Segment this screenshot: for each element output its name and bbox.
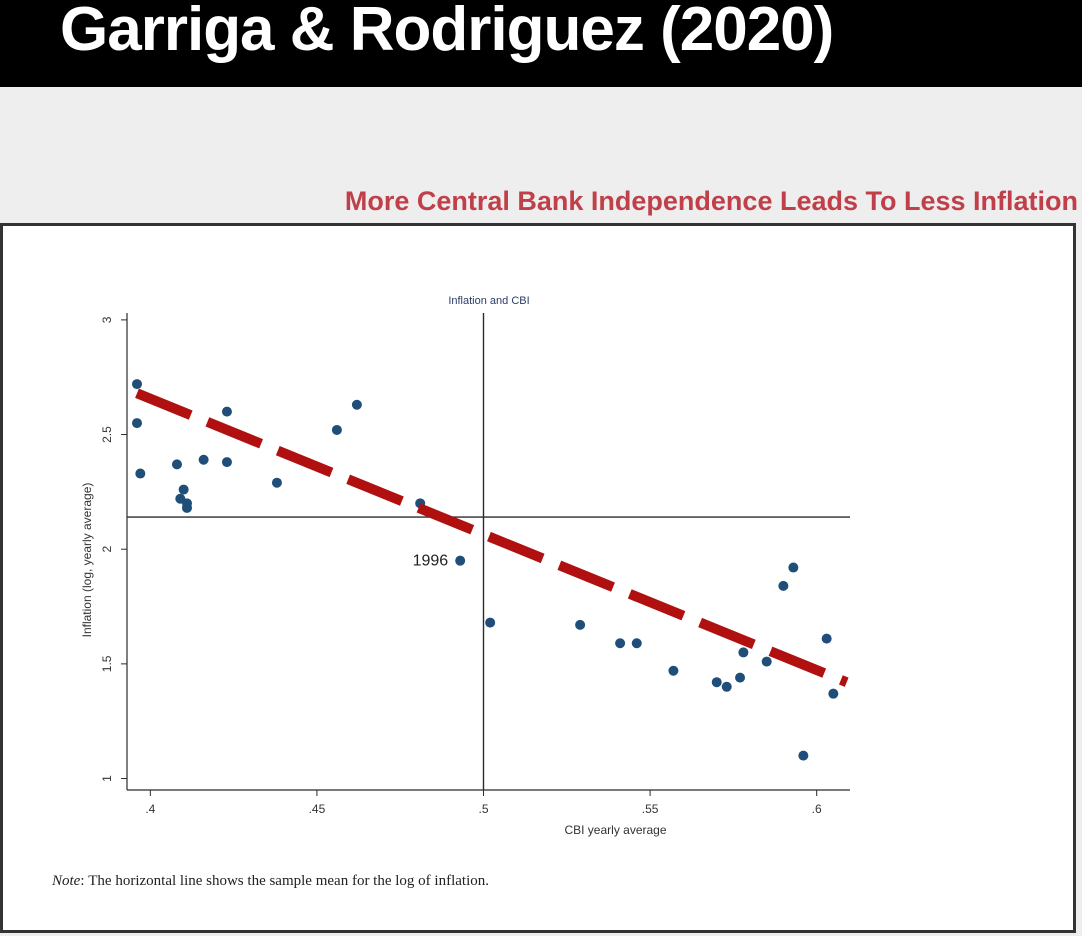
figure-note: Note: The horizontal line shows the samp… xyxy=(52,873,489,890)
data-point xyxy=(735,672,746,683)
data-point xyxy=(198,454,209,465)
data-point xyxy=(221,406,232,417)
y-tick-label: 3 xyxy=(100,316,114,323)
fit-line xyxy=(135,388,849,687)
x-tick-label: .5 xyxy=(478,802,488,816)
data-point xyxy=(178,484,189,495)
data-point xyxy=(181,502,192,513)
data-point xyxy=(221,457,232,468)
note-colon: : xyxy=(80,873,89,889)
y-axis-label: Inflation (log, yearly average) xyxy=(80,483,94,638)
slide-subtitle: More Central Bank Independence Leads To … xyxy=(344,186,1078,216)
data-point xyxy=(135,468,146,479)
data-point xyxy=(721,681,732,692)
data-point xyxy=(738,647,749,658)
data-point xyxy=(821,633,832,644)
data-point xyxy=(788,562,799,573)
data-point xyxy=(485,617,496,628)
data-point xyxy=(351,399,362,410)
data-point xyxy=(455,555,466,566)
note-label: Note xyxy=(52,873,81,889)
data-point xyxy=(798,750,809,761)
data-point xyxy=(331,424,342,435)
x-tick-label: .4 xyxy=(145,802,155,816)
y-tick-label: 2 xyxy=(100,546,114,553)
data-point xyxy=(131,418,142,429)
point-annotation: 1996 xyxy=(413,553,449,570)
data-point xyxy=(711,677,722,688)
data-point xyxy=(171,459,182,470)
y-tick-label: 2.5 xyxy=(100,426,114,443)
data-point xyxy=(131,379,142,390)
data-point xyxy=(615,638,626,649)
slide-title: Garriga & Rodriguez (2020) xyxy=(60,0,834,64)
data-point xyxy=(631,638,642,649)
note-text: The horizontal line shows the sample mea… xyxy=(88,873,489,889)
data-point xyxy=(828,688,839,699)
data-point xyxy=(575,619,586,630)
x-tick-label: .6 xyxy=(812,802,822,816)
figure-panel xyxy=(0,223,1076,933)
x-tick-label: .45 xyxy=(309,802,326,816)
slide-title-bar: Garriga & Rodriguez (2020) xyxy=(0,0,1082,87)
chart-title: Inflation and CBI xyxy=(448,295,529,307)
x-tick-label: .55 xyxy=(642,802,659,816)
x-axis-label: CBI yearly average xyxy=(564,823,666,837)
data-point xyxy=(668,665,679,676)
data-point xyxy=(761,656,772,667)
y-tick-label: 1 xyxy=(100,775,114,782)
y-tick-label: 1.5 xyxy=(100,655,114,672)
data-point xyxy=(271,477,282,488)
data-point xyxy=(778,580,789,591)
